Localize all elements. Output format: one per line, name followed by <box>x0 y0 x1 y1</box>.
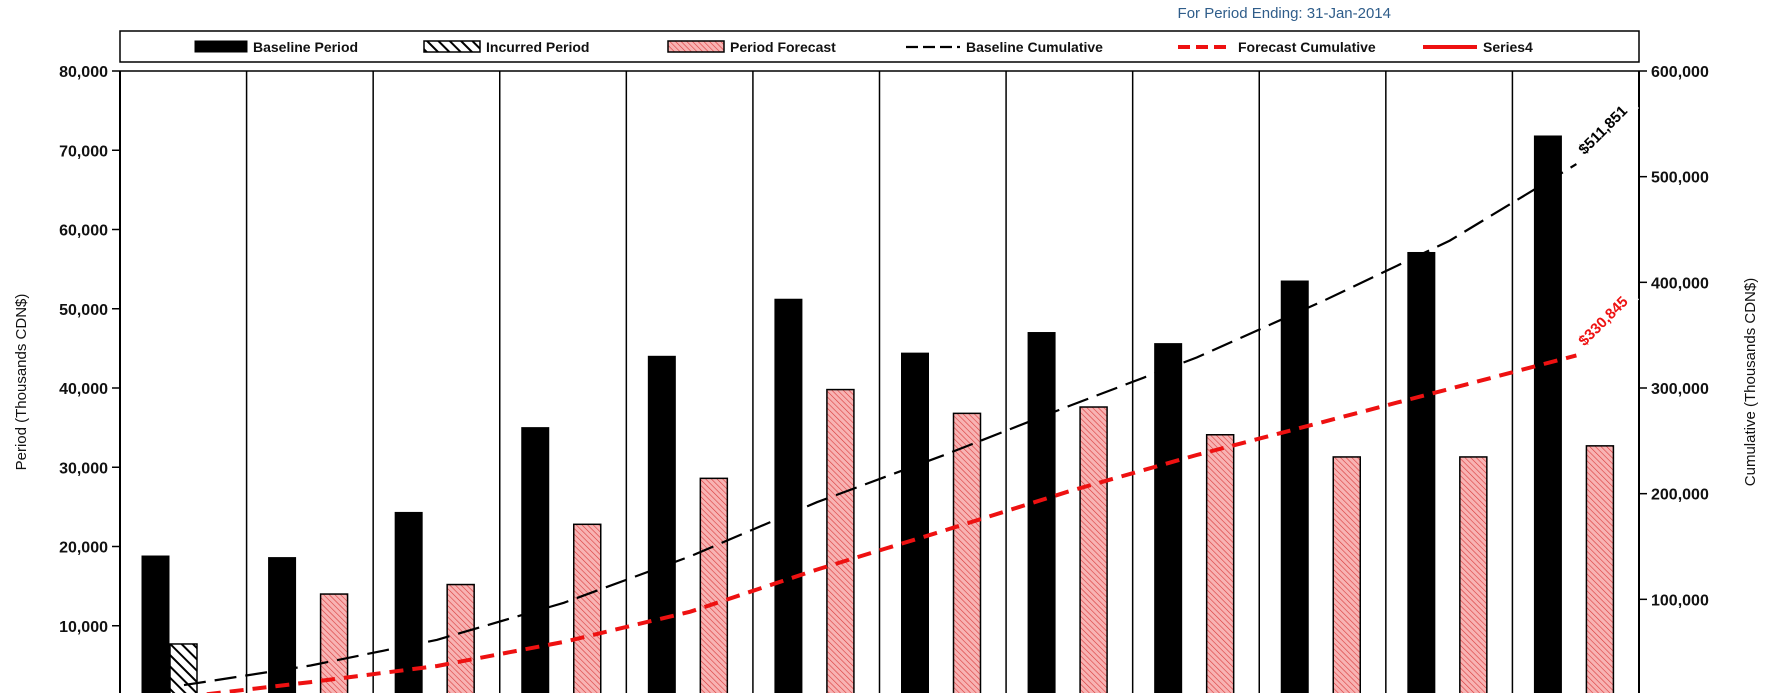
baseline-period-bar <box>1027 332 1056 693</box>
period-forecast-bar <box>1332 456 1361 693</box>
left-tick-label: 10,000 <box>59 619 108 636</box>
left-tick-label: 50,000 <box>59 302 108 319</box>
baseline-period-bar <box>1280 280 1309 693</box>
baseline-period-bar <box>901 352 929 693</box>
left-tick-label: 70,000 <box>59 143 108 160</box>
period-forecast-bar <box>1459 456 1488 693</box>
legend-swatch <box>667 40 725 53</box>
right-tick-label: 200,000 <box>1651 487 1709 504</box>
baseline-cumulative-line <box>183 163 1577 687</box>
baseline-period-bar <box>1533 135 1562 693</box>
left-tick-label: 80,000 <box>59 64 108 81</box>
left-tick-label: 20,000 <box>59 540 108 557</box>
svg-text:$511,851: $511,851 <box>1575 103 1631 159</box>
right-tick-label: 400,000 <box>1651 275 1709 292</box>
right-axis-ticks: 100,000 200,000 300,000 400,000 500,000 600,0… <box>1639 64 1709 609</box>
baseline-period-bar <box>1154 343 1183 693</box>
cumulative-lines <box>183 163 1577 693</box>
period-forecast-bar <box>826 388 855 693</box>
svg-text:$330,845: $330,845 <box>1575 293 1631 349</box>
legend: Baseline Period Incurred Period Period For… <box>119 30 1640 63</box>
legend-frame <box>119 30 1640 63</box>
legend-swatch <box>423 40 481 53</box>
right-tick-label: 100,000 <box>1651 592 1709 609</box>
legend-item: Forecast Cumulative <box>1178 39 1376 55</box>
right-axis-title: Cumulative (Thousands CDN$) <box>1742 278 1759 486</box>
baseline-period-bar <box>521 427 550 693</box>
right-tick-label: 500,000 <box>1651 170 1709 187</box>
right-tick-label: 300,000 <box>1651 381 1709 398</box>
period-forecast-bar <box>1205 434 1235 693</box>
period-forecast-bar <box>952 412 982 693</box>
cumulative-value-label: $330,845 <box>1571 285 1639 354</box>
annotations: $511,851 $330,845 <box>1571 93 1639 354</box>
left-tick-label: 30,000 <box>59 460 108 477</box>
baseline-period-bar <box>1407 251 1436 693</box>
left-axis-title: Period (Thousands CDN$) <box>13 294 30 471</box>
legend-label: Period Forecast <box>730 39 836 55</box>
period-forecast-bar <box>699 477 729 693</box>
baseline-period-bar <box>394 511 423 693</box>
legend-label: Baseline Period <box>253 39 358 55</box>
left-axis-ticks: 10,000 20,000 30,000 40,000 50,000 60,000 70,0… <box>59 64 120 636</box>
legend-item: Baseline Cumulative <box>906 39 1103 55</box>
period-ending-label: For Period Ending: 31-Jan-2014 <box>1177 5 1391 22</box>
legend-item: Incurred Period <box>423 39 589 55</box>
plot-area: $511,851 $330,845 <box>119 70 1640 693</box>
forecast-cumulative-line <box>200 353 1577 693</box>
period-forecast-bar <box>573 523 602 693</box>
legend-label: Forecast Cumulative <box>1238 39 1376 55</box>
right-tick-label: 600,000 <box>1651 64 1709 81</box>
left-tick-label: 40,000 <box>59 381 108 398</box>
legend-item: Period Forecast <box>667 39 836 55</box>
left-tick-label: 60,000 <box>59 223 108 240</box>
period-forecast-bar <box>1079 406 1108 693</box>
cumulative-value-label: $511,851 <box>1571 93 1639 162</box>
period-forecast-bar <box>1585 445 1615 693</box>
bars <box>141 135 1615 693</box>
legend-item: Baseline Period <box>194 39 358 55</box>
baseline-period-bar <box>141 555 170 693</box>
baseline-period-bar <box>774 298 803 693</box>
legend-label: Baseline Cumulative <box>966 39 1103 55</box>
legend-item: Series4 <box>1423 39 1533 55</box>
baseline-period-bar <box>268 557 297 693</box>
baseline-period-bar <box>647 355 676 693</box>
category-dividers <box>245 71 1514 693</box>
period-forecast-bar <box>319 593 349 693</box>
period-forecast-bar <box>446 583 475 693</box>
incurred-period-bar <box>169 643 198 693</box>
legend-label: Series4 <box>1483 39 1533 55</box>
legend-swatch <box>194 40 248 53</box>
legend-label: Incurred Period <box>486 39 589 55</box>
